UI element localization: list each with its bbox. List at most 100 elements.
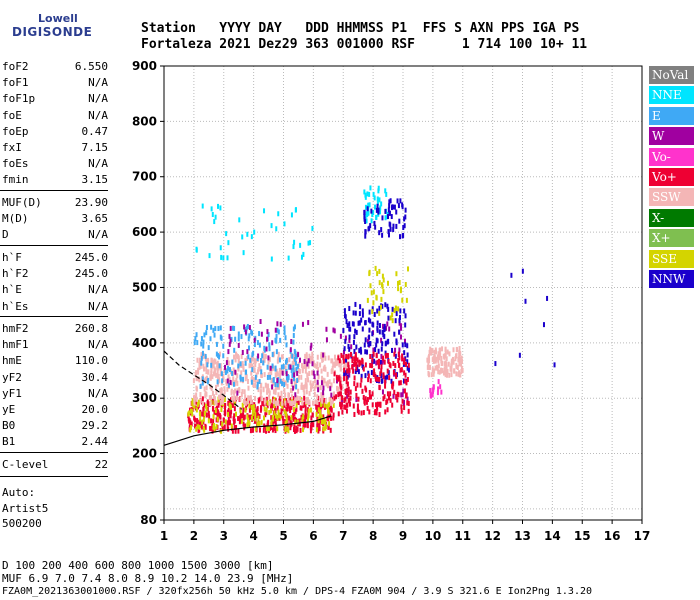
data-point <box>448 372 451 378</box>
data-point <box>283 325 286 331</box>
data-point <box>376 405 379 411</box>
data-point <box>450 358 453 364</box>
data-point <box>228 377 231 383</box>
data-point <box>380 346 383 352</box>
data-point <box>324 355 327 361</box>
data-point <box>373 220 376 226</box>
data-point <box>371 331 374 337</box>
data-point <box>322 390 325 396</box>
data-point <box>263 357 266 363</box>
data-point <box>396 397 399 403</box>
data-point <box>398 314 401 320</box>
data-point <box>209 401 212 407</box>
param-name: B0 <box>2 419 16 433</box>
data-point <box>190 421 193 427</box>
data-point <box>222 395 225 401</box>
data-point <box>335 394 338 400</box>
data-point <box>205 358 208 364</box>
data-point <box>402 378 405 384</box>
data-point <box>282 364 285 370</box>
data-point <box>262 401 265 407</box>
data-point <box>233 419 236 425</box>
data-point <box>300 382 303 388</box>
data-point <box>389 315 392 321</box>
legend-item-x: X- <box>649 208 694 227</box>
data-point <box>232 376 235 382</box>
data-point <box>248 333 251 339</box>
x-tick-label: 11 <box>454 529 471 543</box>
data-point <box>355 329 358 335</box>
data-point <box>276 426 279 432</box>
data-point <box>219 334 222 340</box>
data-point <box>291 395 294 401</box>
data-point <box>248 420 251 426</box>
param-fof2: foF2 6.550 <box>2 60 108 76</box>
data-point <box>222 343 225 349</box>
data-point <box>401 353 404 359</box>
y-tick-label: 80 <box>140 513 157 527</box>
data-point <box>277 400 280 406</box>
data-point <box>378 412 381 418</box>
data-point <box>325 337 328 343</box>
data-point <box>510 272 513 278</box>
data-point <box>222 255 225 261</box>
data-point <box>296 426 299 432</box>
data-point <box>219 414 222 420</box>
data-point <box>389 198 392 204</box>
data-point <box>354 301 357 307</box>
data-point <box>269 374 272 380</box>
data-point <box>451 356 454 362</box>
data-point <box>437 379 440 385</box>
data-point <box>268 410 271 416</box>
data-point <box>393 331 396 337</box>
data-point <box>293 411 296 417</box>
data-point <box>364 233 367 239</box>
data-point <box>215 351 218 357</box>
data-point <box>254 416 257 422</box>
data-point <box>404 361 407 367</box>
data-point <box>211 361 214 367</box>
data-point <box>287 392 290 398</box>
data-point <box>265 346 268 352</box>
data-point <box>249 357 252 363</box>
data-point <box>253 407 256 413</box>
data-point <box>238 217 241 223</box>
data-point <box>439 347 442 353</box>
data-point <box>266 389 269 395</box>
y-tick-label: 500 <box>132 280 157 294</box>
data-point <box>226 378 229 384</box>
data-point <box>309 428 312 434</box>
data-point <box>343 376 346 382</box>
data-point <box>203 386 206 392</box>
data-point <box>317 374 320 380</box>
data-point <box>407 400 410 406</box>
data-point <box>219 366 222 372</box>
data-point <box>347 386 350 392</box>
data-point <box>231 428 234 434</box>
x-tick-label: 9 <box>399 529 407 543</box>
data-point <box>274 397 277 403</box>
data-point <box>202 419 205 425</box>
data-point <box>381 215 384 221</box>
data-point <box>301 399 304 405</box>
data-point <box>387 306 390 312</box>
data-point <box>316 394 319 400</box>
data-point <box>234 357 237 363</box>
data-point <box>323 378 326 384</box>
data-point <box>374 408 377 414</box>
data-point <box>388 199 391 205</box>
data-point <box>213 394 216 400</box>
data-point <box>218 377 221 383</box>
data-point <box>192 378 195 384</box>
data-point <box>292 416 295 422</box>
data-point <box>303 390 306 396</box>
data-point <box>213 332 216 338</box>
data-point <box>458 355 461 361</box>
data-point <box>318 414 321 420</box>
data-point <box>251 367 254 373</box>
data-point <box>366 338 369 344</box>
data-point <box>437 386 440 392</box>
data-point <box>460 369 463 375</box>
data-point <box>323 402 326 408</box>
data-point <box>233 413 236 419</box>
